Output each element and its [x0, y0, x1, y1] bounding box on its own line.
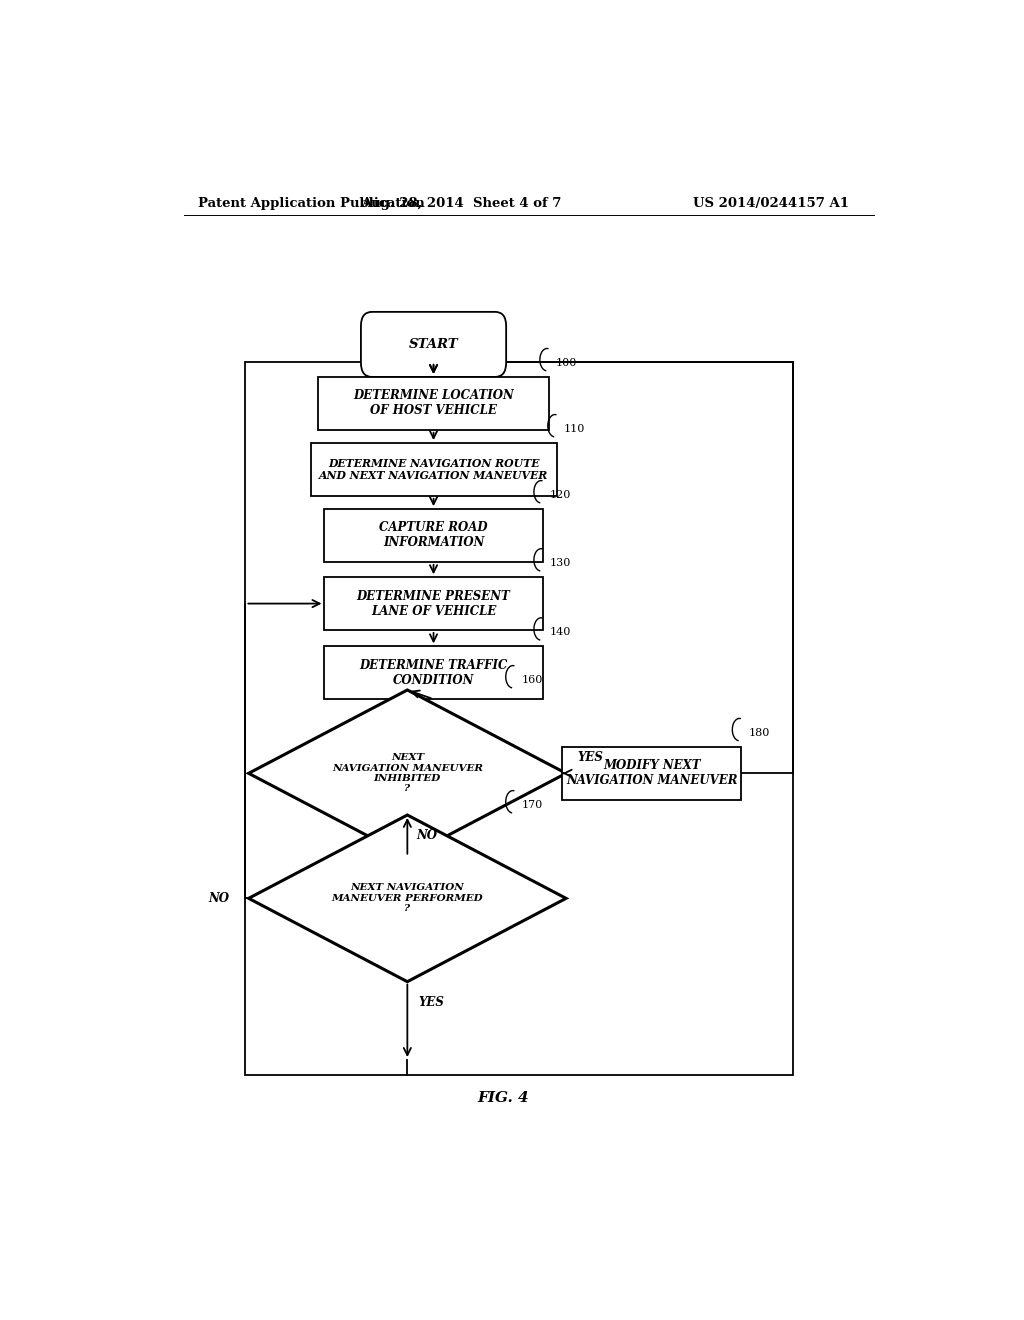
Text: NO: NO [208, 892, 229, 904]
Text: DETERMINE TRAFFIC
CONDITION: DETERMINE TRAFFIC CONDITION [359, 659, 508, 686]
Text: 120: 120 [550, 490, 571, 500]
Text: 110: 110 [563, 424, 585, 434]
Text: START: START [409, 338, 459, 351]
Text: DETERMINE LOCATION
OF HOST VEHICLE: DETERMINE LOCATION OF HOST VEHICLE [353, 389, 514, 417]
Text: 180: 180 [749, 727, 770, 738]
Bar [325, 577, 543, 630]
Text: 130: 130 [550, 558, 571, 568]
Text: 140: 140 [550, 627, 571, 638]
Text: Patent Application Publication: Patent Application Publication [198, 197, 425, 210]
Polygon shape [249, 690, 566, 857]
Text: Aug. 28, 2014  Sheet 4 of 7: Aug. 28, 2014 Sheet 4 of 7 [361, 197, 561, 210]
Bar [325, 647, 543, 700]
FancyBboxPatch shape [360, 312, 506, 378]
Bar [325, 510, 543, 562]
Bar [318, 378, 549, 430]
Text: MODIFY NEXT
NAVIGATION MANEUVER: MODIFY NEXT NAVIGATION MANEUVER [566, 759, 737, 787]
Text: NEXT NAVIGATION
MANEUVER PERFORMED
?: NEXT NAVIGATION MANEUVER PERFORMED ? [332, 883, 483, 913]
Text: YES: YES [577, 751, 603, 763]
Text: US 2014/0244157 A1: US 2014/0244157 A1 [693, 197, 849, 210]
Text: NEXT
NAVIGATION MANEUVER
INHIBITED
?: NEXT NAVIGATION MANEUVER INHIBITED ? [332, 754, 483, 793]
Text: FIG. 4: FIG. 4 [477, 1090, 528, 1105]
Text: 160: 160 [521, 675, 543, 685]
Text: NO: NO [417, 829, 437, 842]
Bar [310, 444, 557, 496]
Text: DETERMINE PRESENT
LANE OF VEHICLE: DETERMINE PRESENT LANE OF VEHICLE [356, 590, 510, 618]
Text: 170: 170 [521, 800, 543, 810]
Text: 100: 100 [556, 358, 578, 368]
Text: CAPTURE ROAD
INFORMATION: CAPTURE ROAD INFORMATION [379, 521, 487, 549]
Bar [562, 747, 741, 800]
Polygon shape [249, 814, 566, 982]
Text: YES: YES [418, 995, 444, 1008]
Bar [246, 362, 793, 1076]
Text: DETERMINE NAVIGATION ROUTE
AND NEXT NAVIGATION MANEUVER: DETERMINE NAVIGATION ROUTE AND NEXT NAVI… [318, 458, 548, 482]
